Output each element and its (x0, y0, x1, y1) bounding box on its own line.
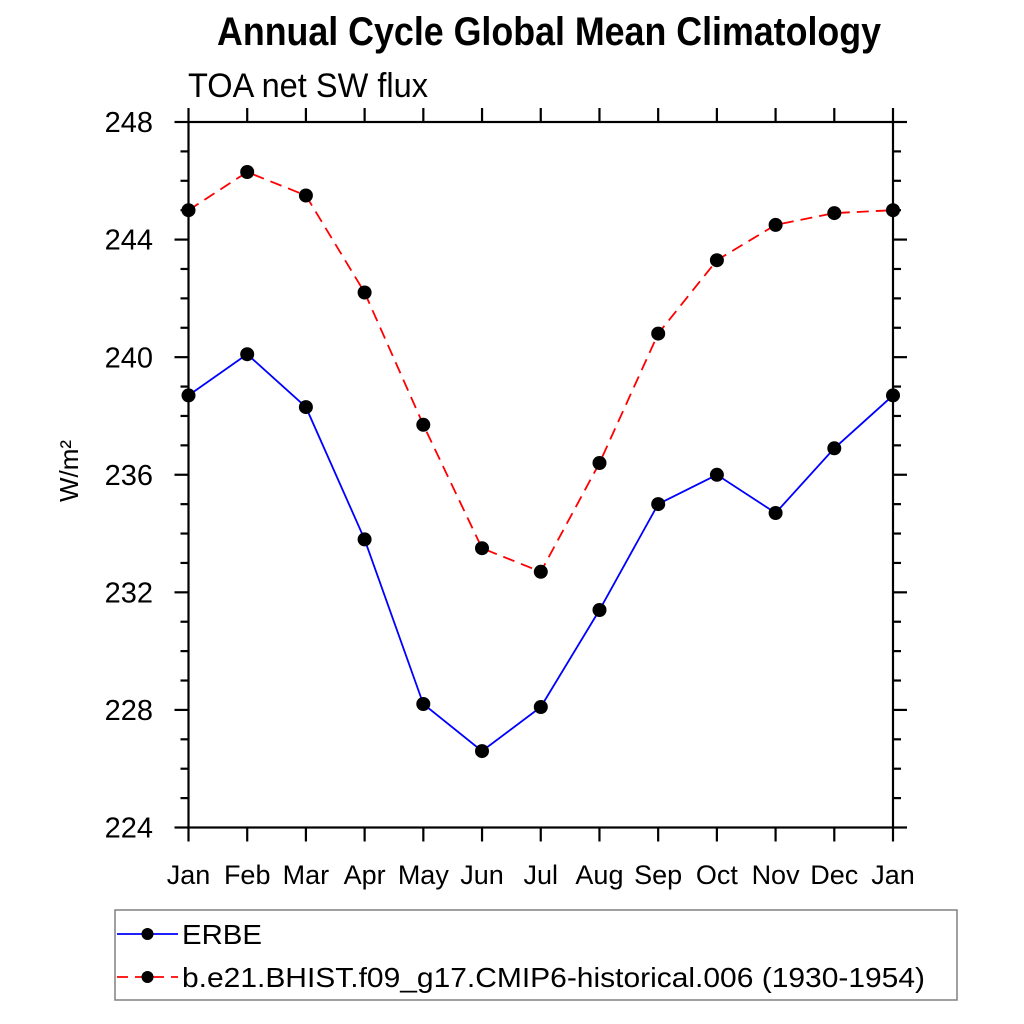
legend-label: ERBE (182, 919, 262, 950)
legend-entry: ERBE (117, 919, 262, 950)
data-point-marker (298, 188, 313, 203)
plot-frame (187, 120, 895, 829)
y-tick-label: 240 (105, 342, 153, 374)
data-point-marker (768, 506, 783, 520)
legend-marker (141, 928, 154, 940)
data-point-marker (357, 532, 372, 547)
x-tick-label: Dec (810, 860, 858, 890)
x-tick-label: Jul (523, 860, 558, 890)
data-point-marker (298, 400, 313, 415)
y-tick-label: 232 (105, 577, 153, 609)
data-point-marker (357, 285, 372, 300)
x-tick-label: May (398, 860, 450, 890)
x-tick-label: Sep (634, 860, 682, 890)
x-tick-label: Oct (696, 860, 739, 890)
data-point-marker (709, 467, 724, 482)
x-tick-label: Jun (460, 860, 504, 890)
y-tick-label: 244 (105, 225, 153, 257)
y-axis-label: W/m² (54, 440, 84, 502)
series-line (188, 170, 894, 573)
series-model (181, 165, 900, 579)
data-point-marker (533, 564, 548, 579)
legend-box (114, 909, 958, 1001)
data-point-marker (475, 744, 489, 759)
y-tick-label: 236 (105, 460, 153, 492)
axes: 224 228 232 236 240 244 248 Jan Feb Mar Apr May Jun J… (105, 107, 915, 890)
x-tick-label: Jan (167, 860, 211, 890)
data-point-marker (651, 497, 666, 512)
series-line (187, 353, 894, 753)
y-tick-label: 228 (105, 695, 153, 727)
x-tick-label: Feb (224, 860, 271, 890)
series-erbe (181, 347, 900, 759)
data-point-marker (240, 165, 255, 179)
data-point-marker (768, 217, 783, 232)
data-point-marker (475, 541, 489, 556)
data-point-marker (827, 441, 842, 456)
x-tick-label: Mar (283, 860, 330, 890)
legend-marker (141, 971, 154, 983)
data-point-marker (240, 347, 255, 362)
data-point-marker (533, 700, 548, 714)
data-point-marker (181, 203, 196, 218)
chart-title: Annual Cycle Global Mean Climatology (217, 10, 882, 54)
x-tick-label: Nov (752, 860, 801, 890)
x-tick-label: Apr (344, 860, 386, 890)
legend: ERBE b.e21.BHIST.f09_g17.CMIP6-historical… (114, 909, 958, 1001)
data-series (181, 165, 900, 759)
data-point-marker (592, 456, 607, 470)
data-point-marker (827, 206, 842, 221)
x-tick-label: Aug (575, 860, 623, 890)
x-tick-label: Jan (871, 860, 915, 890)
y-tick-label: 248 (105, 107, 153, 139)
data-point-marker (416, 417, 431, 432)
data-point-marker (886, 203, 900, 218)
legend-label: b.e21.BHIST.f09_g17.CMIP6-historical.006… (182, 962, 925, 993)
chart-subtitle: TOA net SW flux (188, 67, 428, 105)
y-tick-label: 224 (105, 813, 153, 845)
data-point-marker (651, 326, 666, 341)
data-point-marker (592, 603, 607, 617)
data-point-marker (181, 388, 196, 403)
data-point-marker (709, 253, 724, 268)
legend-entry: b.e21.BHIST.f09_g17.CMIP6-historical.006… (117, 962, 925, 993)
data-point-marker (886, 388, 900, 403)
data-point-marker (416, 697, 431, 711)
